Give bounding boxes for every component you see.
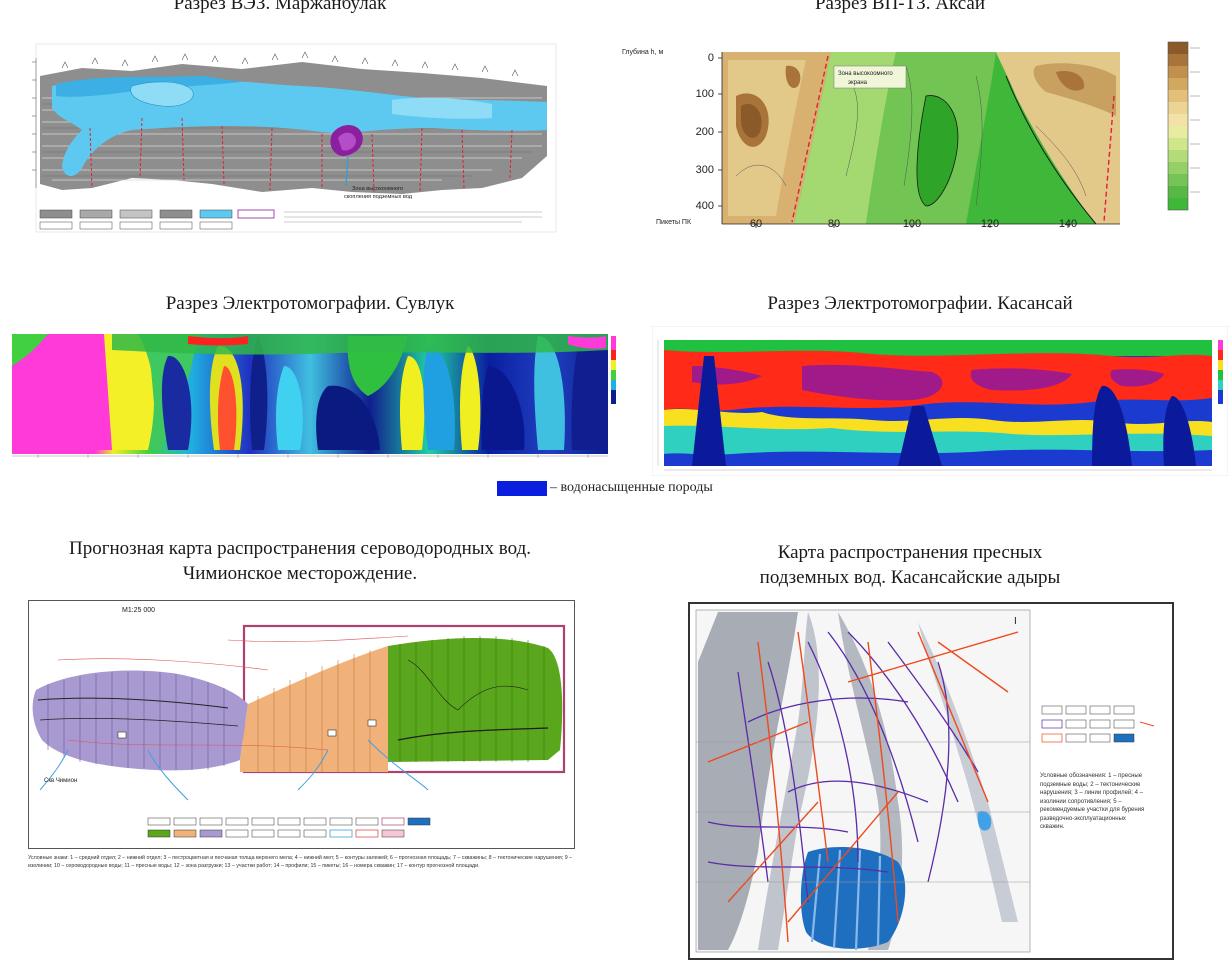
- title-ert-kasansay: Разрез Электротомографии. Касансай: [767, 293, 1073, 314]
- vpte-xtick: 60: [750, 218, 762, 230]
- legend-text: – водонасыщенные породы: [550, 480, 713, 495]
- title-fresh-line1: Карта распространения пресных: [777, 542, 1043, 563]
- legend-swatch: [497, 481, 547, 496]
- forecast-map-figure: М1:25 000 Скв Чимион: [28, 600, 575, 849]
- title-forecast-line2: Чимионское месторождение.: [182, 563, 418, 584]
- vpte-xlabel: Пикеты ПК: [656, 219, 692, 226]
- svg-text:I: I: [1014, 616, 1017, 627]
- vpte-xtick: 140: [1059, 218, 1077, 230]
- vpte-xtick: 80: [828, 218, 840, 230]
- ert-suvluk-colorbar: [611, 336, 616, 404]
- fresh-map-legend: [1041, 705, 1155, 743]
- vpte-xtick: 120: [981, 218, 999, 230]
- vpte-xtick: 100: [903, 218, 921, 230]
- ves-annotation-line2: скопления подземных вод: [344, 194, 413, 200]
- ves-section-figure: Зона высокоомного скопления подземных во…: [32, 43, 557, 233]
- vpte-ytick: 0: [708, 52, 714, 64]
- vpte-color-scale: [1167, 41, 1200, 211]
- title-vpte: Разрез ВП-ТЗ. Аксай: [814, 0, 986, 14]
- title-forecast-line1: Прогнозная карта распространения серовод…: [68, 538, 532, 559]
- vpte-ytick: 300: [696, 164, 714, 176]
- ert-kasansay-colorbar: [1218, 340, 1223, 404]
- fresh-water-map-figure: I: [688, 602, 1174, 960]
- forecast-well-label: Скв Чимион: [44, 778, 77, 784]
- forecast-scale-label: М1:25 000: [122, 607, 155, 614]
- vpte-ylabel: Глубина h, м: [622, 48, 663, 56]
- ves-legend: [39, 209, 542, 230]
- fresh-map-note: Условные обозначения: 1 – пресные подзем…: [1040, 773, 1145, 830]
- vpte-annotation-line1: Зона высокоомного: [838, 71, 893, 77]
- vpte-section-figure: Зона высокоомного экрана Глубина h, м 0 …: [622, 41, 1200, 230]
- ert-kasansay-figure: [652, 326, 1228, 476]
- ert-suvluk-figure: [12, 334, 616, 458]
- vpte-ytick: 100: [696, 88, 714, 100]
- ves-annotation-line1: Зона высокоомного: [352, 186, 403, 192]
- title-fresh-line2: подземных вод. Касансайские адыры: [759, 567, 1061, 588]
- vpte-annotation-line2: экрана: [848, 80, 868, 86]
- forecast-caption: Условные знаки: 1 – средний отдел; 2 – н…: [28, 855, 573, 869]
- forecast-legend: [147, 817, 431, 838]
- vpte-ytick: 400: [696, 200, 714, 212]
- title-ert-suvluk: Разрез Электротомографии. Сувлук: [165, 293, 455, 314]
- title-ves: Разрез ВЭЗ. Маржанбулак: [173, 0, 387, 14]
- vpte-ytick: 200: [696, 126, 714, 138]
